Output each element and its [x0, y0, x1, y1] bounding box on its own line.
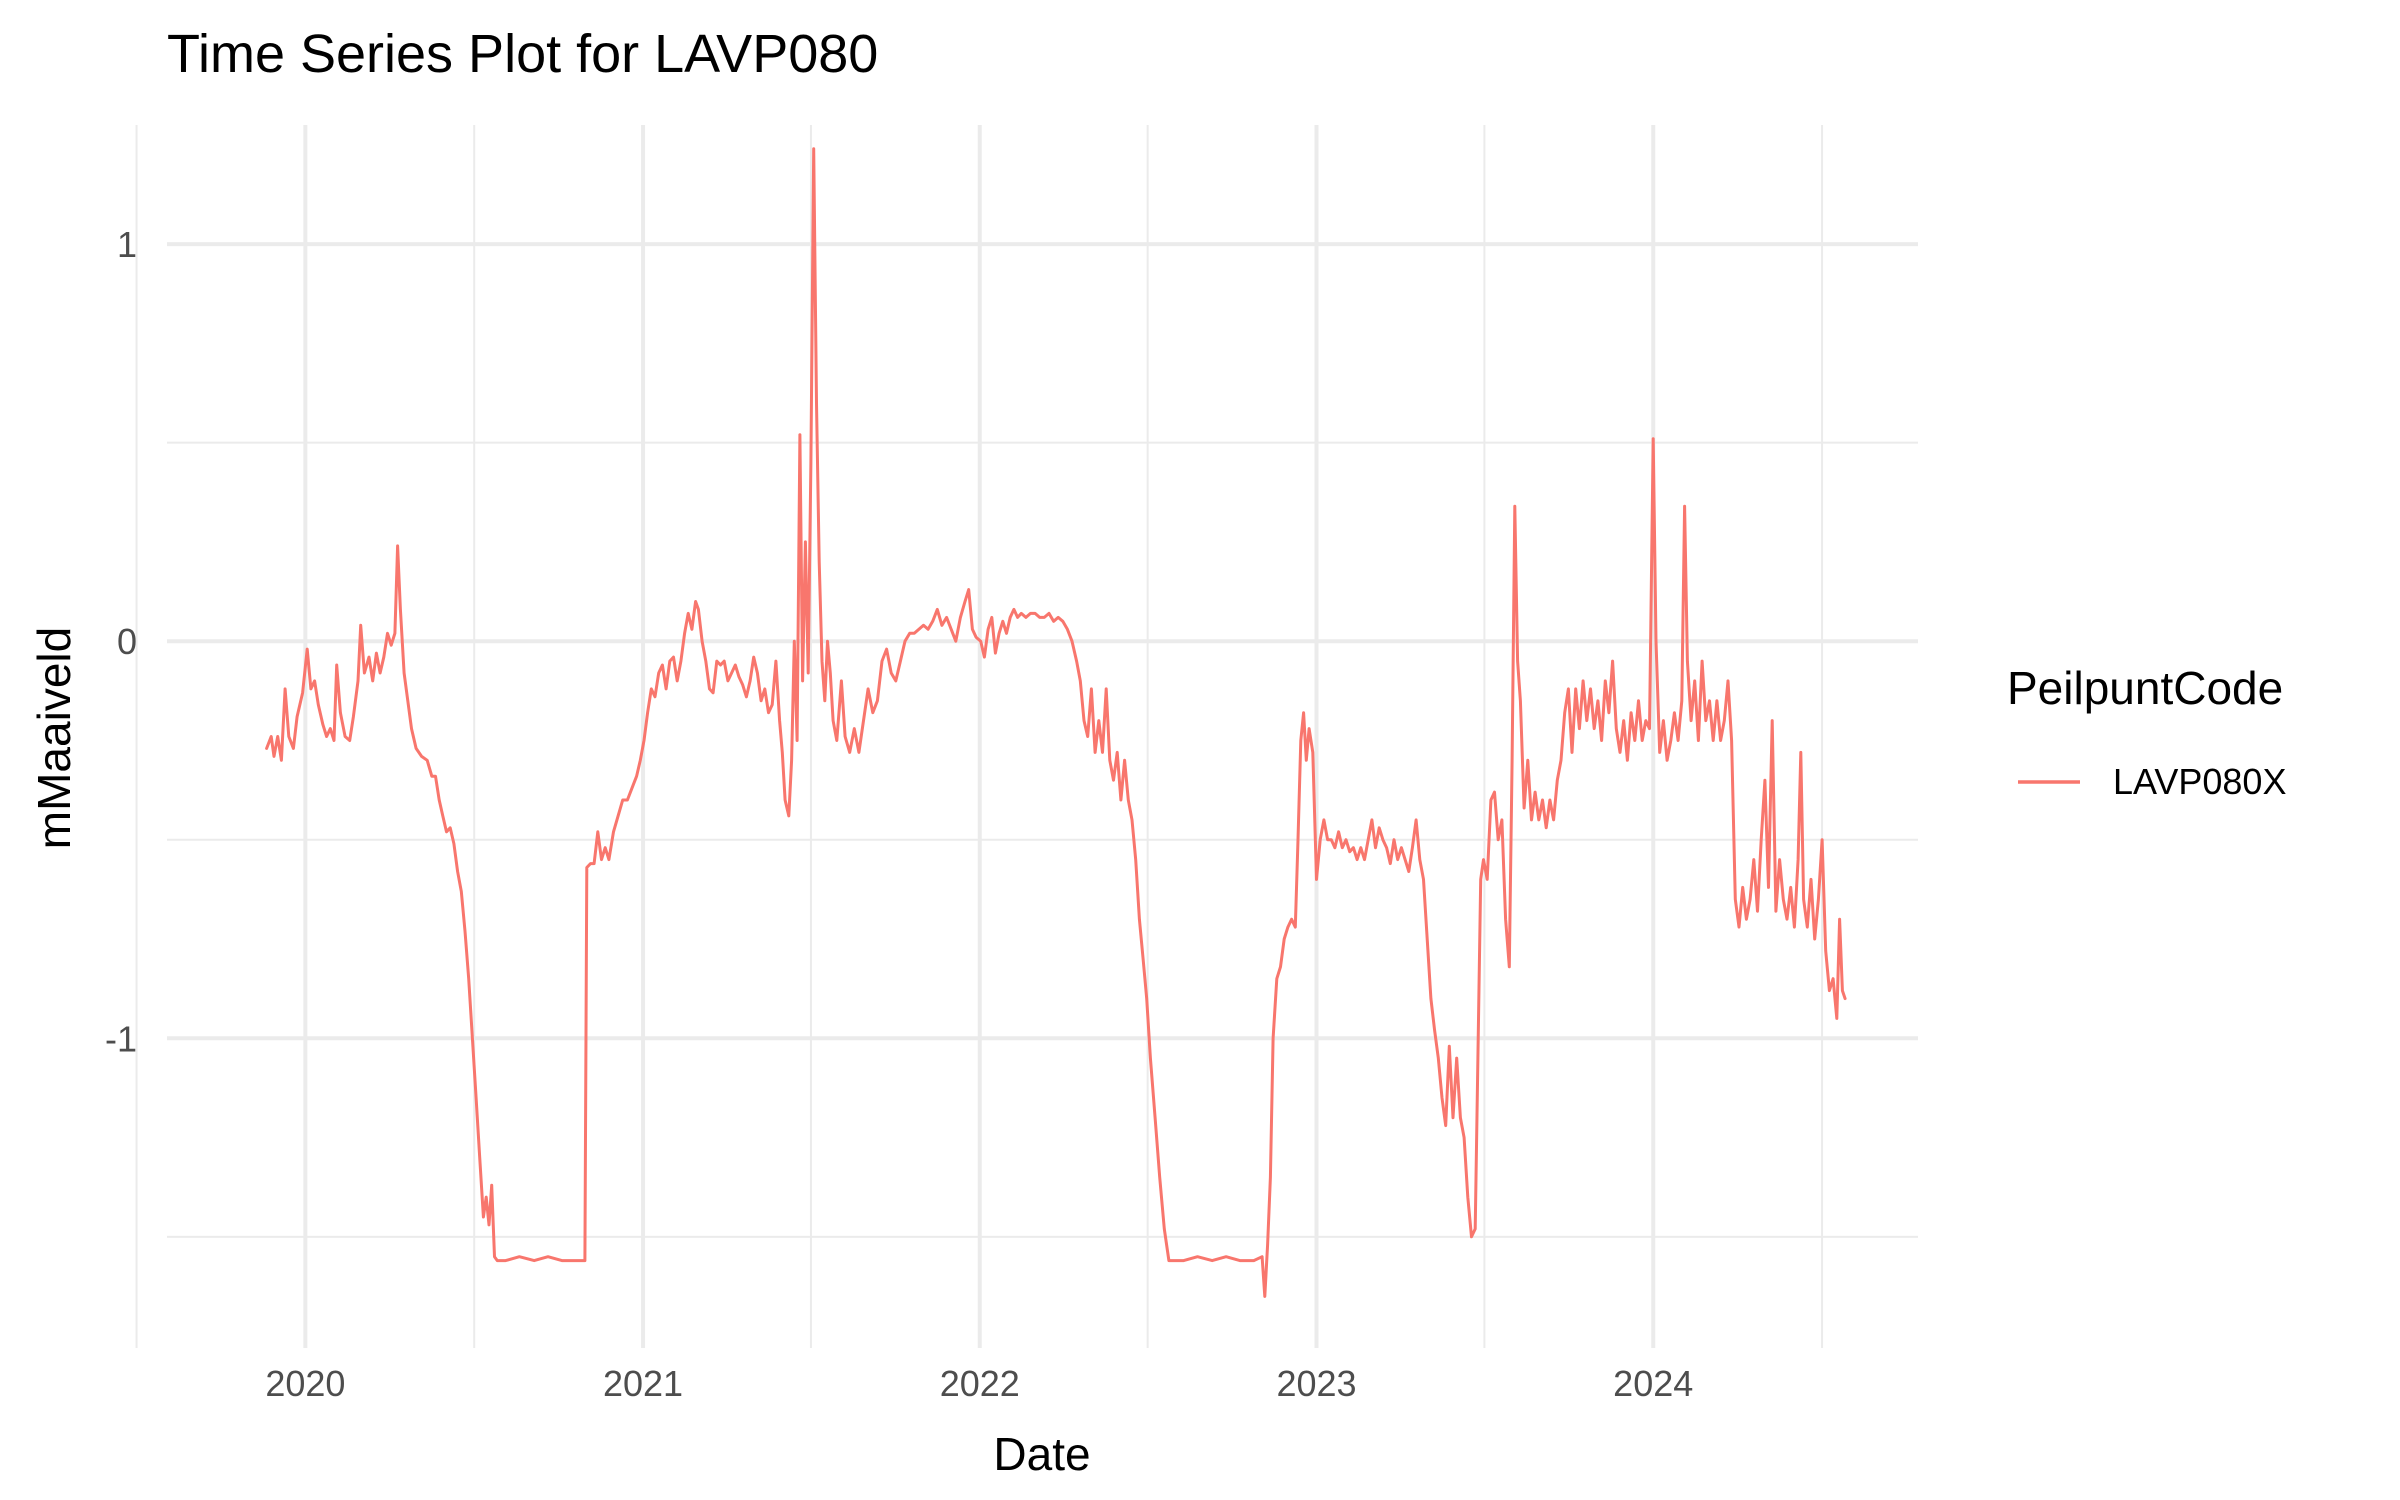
x-axis-title: Date	[993, 1428, 1090, 1480]
legend: PeilpuntCode LAVP080X	[2007, 662, 2286, 802]
x-tick-label: 2021	[603, 1363, 683, 1404]
x-tick-label: 2024	[1613, 1363, 1693, 1404]
y-axis-title: mMaaiveld	[28, 627, 80, 849]
x-tick-label: 2023	[1276, 1363, 1356, 1404]
series-line-lavp080x	[265, 147, 1847, 1298]
legend-label: LAVP080X	[2113, 761, 2286, 802]
y-tick-label: -1	[105, 1018, 137, 1059]
chart-title: Time Series Plot for LAVP080	[167, 24, 878, 84]
series-layer	[265, 147, 1847, 1298]
y-axis-ticks: 1 0 -1	[105, 224, 137, 1059]
major-gridlines	[167, 125, 1918, 1348]
x-axis-ticks: 2020 2021 2022 2023 2024	[265, 1363, 1693, 1404]
legend-title: PeilpuntCode	[2007, 662, 2283, 714]
x-tick-label: 2022	[940, 1363, 1020, 1404]
y-tick-label: 0	[117, 621, 137, 662]
y-tick-label: 1	[117, 224, 137, 265]
x-tick-label: 2020	[265, 1363, 345, 1404]
